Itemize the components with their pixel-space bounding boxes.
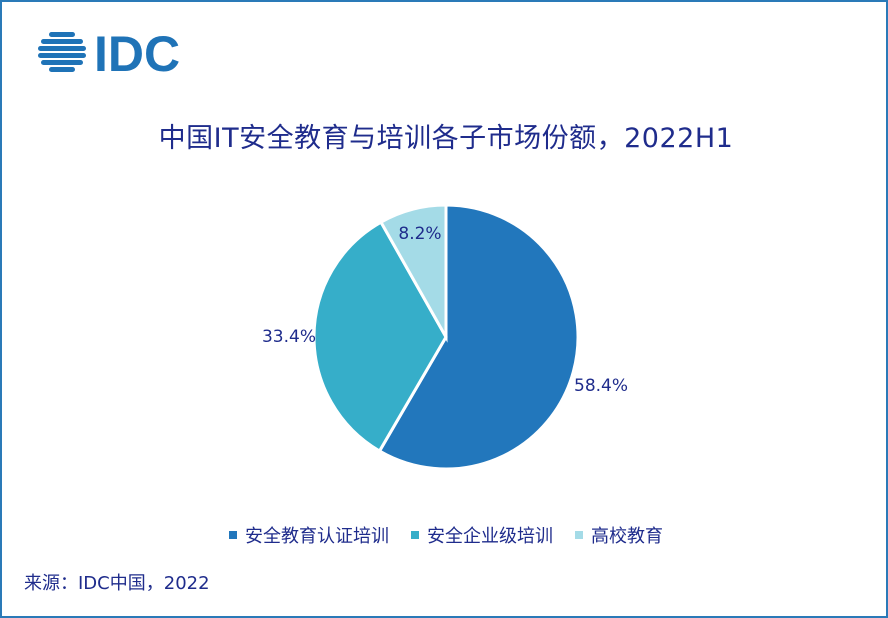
legend-item: 安全教育认证培训 [229, 522, 389, 548]
source-note: 来源：IDC中国，2022 [24, 573, 210, 594]
legend-label: 安全企业级培训 [427, 526, 553, 547]
legend-swatch [411, 531, 419, 539]
slice-value-label: 58.4% [574, 376, 628, 396]
legend-item: 安全企业级培训 [411, 522, 553, 548]
globe-icon [38, 32, 86, 72]
pie-slice [378, 203, 448, 343]
legend: 安全教育认证培训 安全企业级培训 高校教育 [2, 522, 888, 548]
slice-value-label: 8.2% [398, 224, 441, 244]
logo-text: IDC [94, 26, 180, 78]
pie-slice [377, 203, 580, 471]
legend-label: 高校教育 [591, 526, 663, 547]
legend-swatch [229, 531, 237, 539]
idc-logo: IDC [38, 26, 180, 78]
slice-value-label: 33.4% [262, 327, 316, 347]
legend-label: 安全教育认证培训 [245, 526, 389, 547]
legend-swatch [575, 531, 583, 539]
legend-item: 高校教育 [575, 522, 663, 548]
chart-title: 中国IT安全教育与培训各子市场份额，2022H1 [158, 123, 734, 154]
